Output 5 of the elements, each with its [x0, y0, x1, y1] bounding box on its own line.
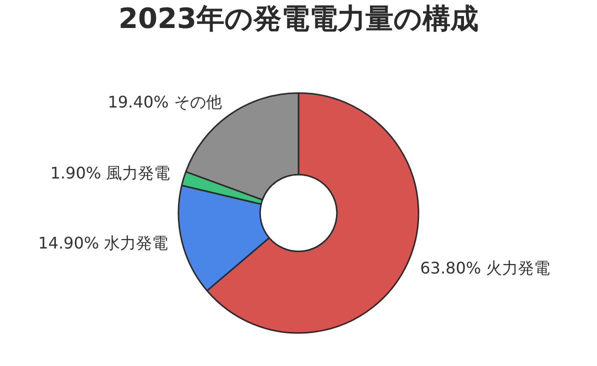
slice-label: 14.90% 水力発電 [38, 233, 168, 252]
slice-label: 1.90% 風力発電 [50, 164, 170, 183]
slice-label: 19.40% その他 [108, 92, 222, 112]
slice-label: 63.80% 火力発電 [420, 258, 550, 278]
chart-title: 2023年の発電電力量の構成 [118, 1, 480, 37]
